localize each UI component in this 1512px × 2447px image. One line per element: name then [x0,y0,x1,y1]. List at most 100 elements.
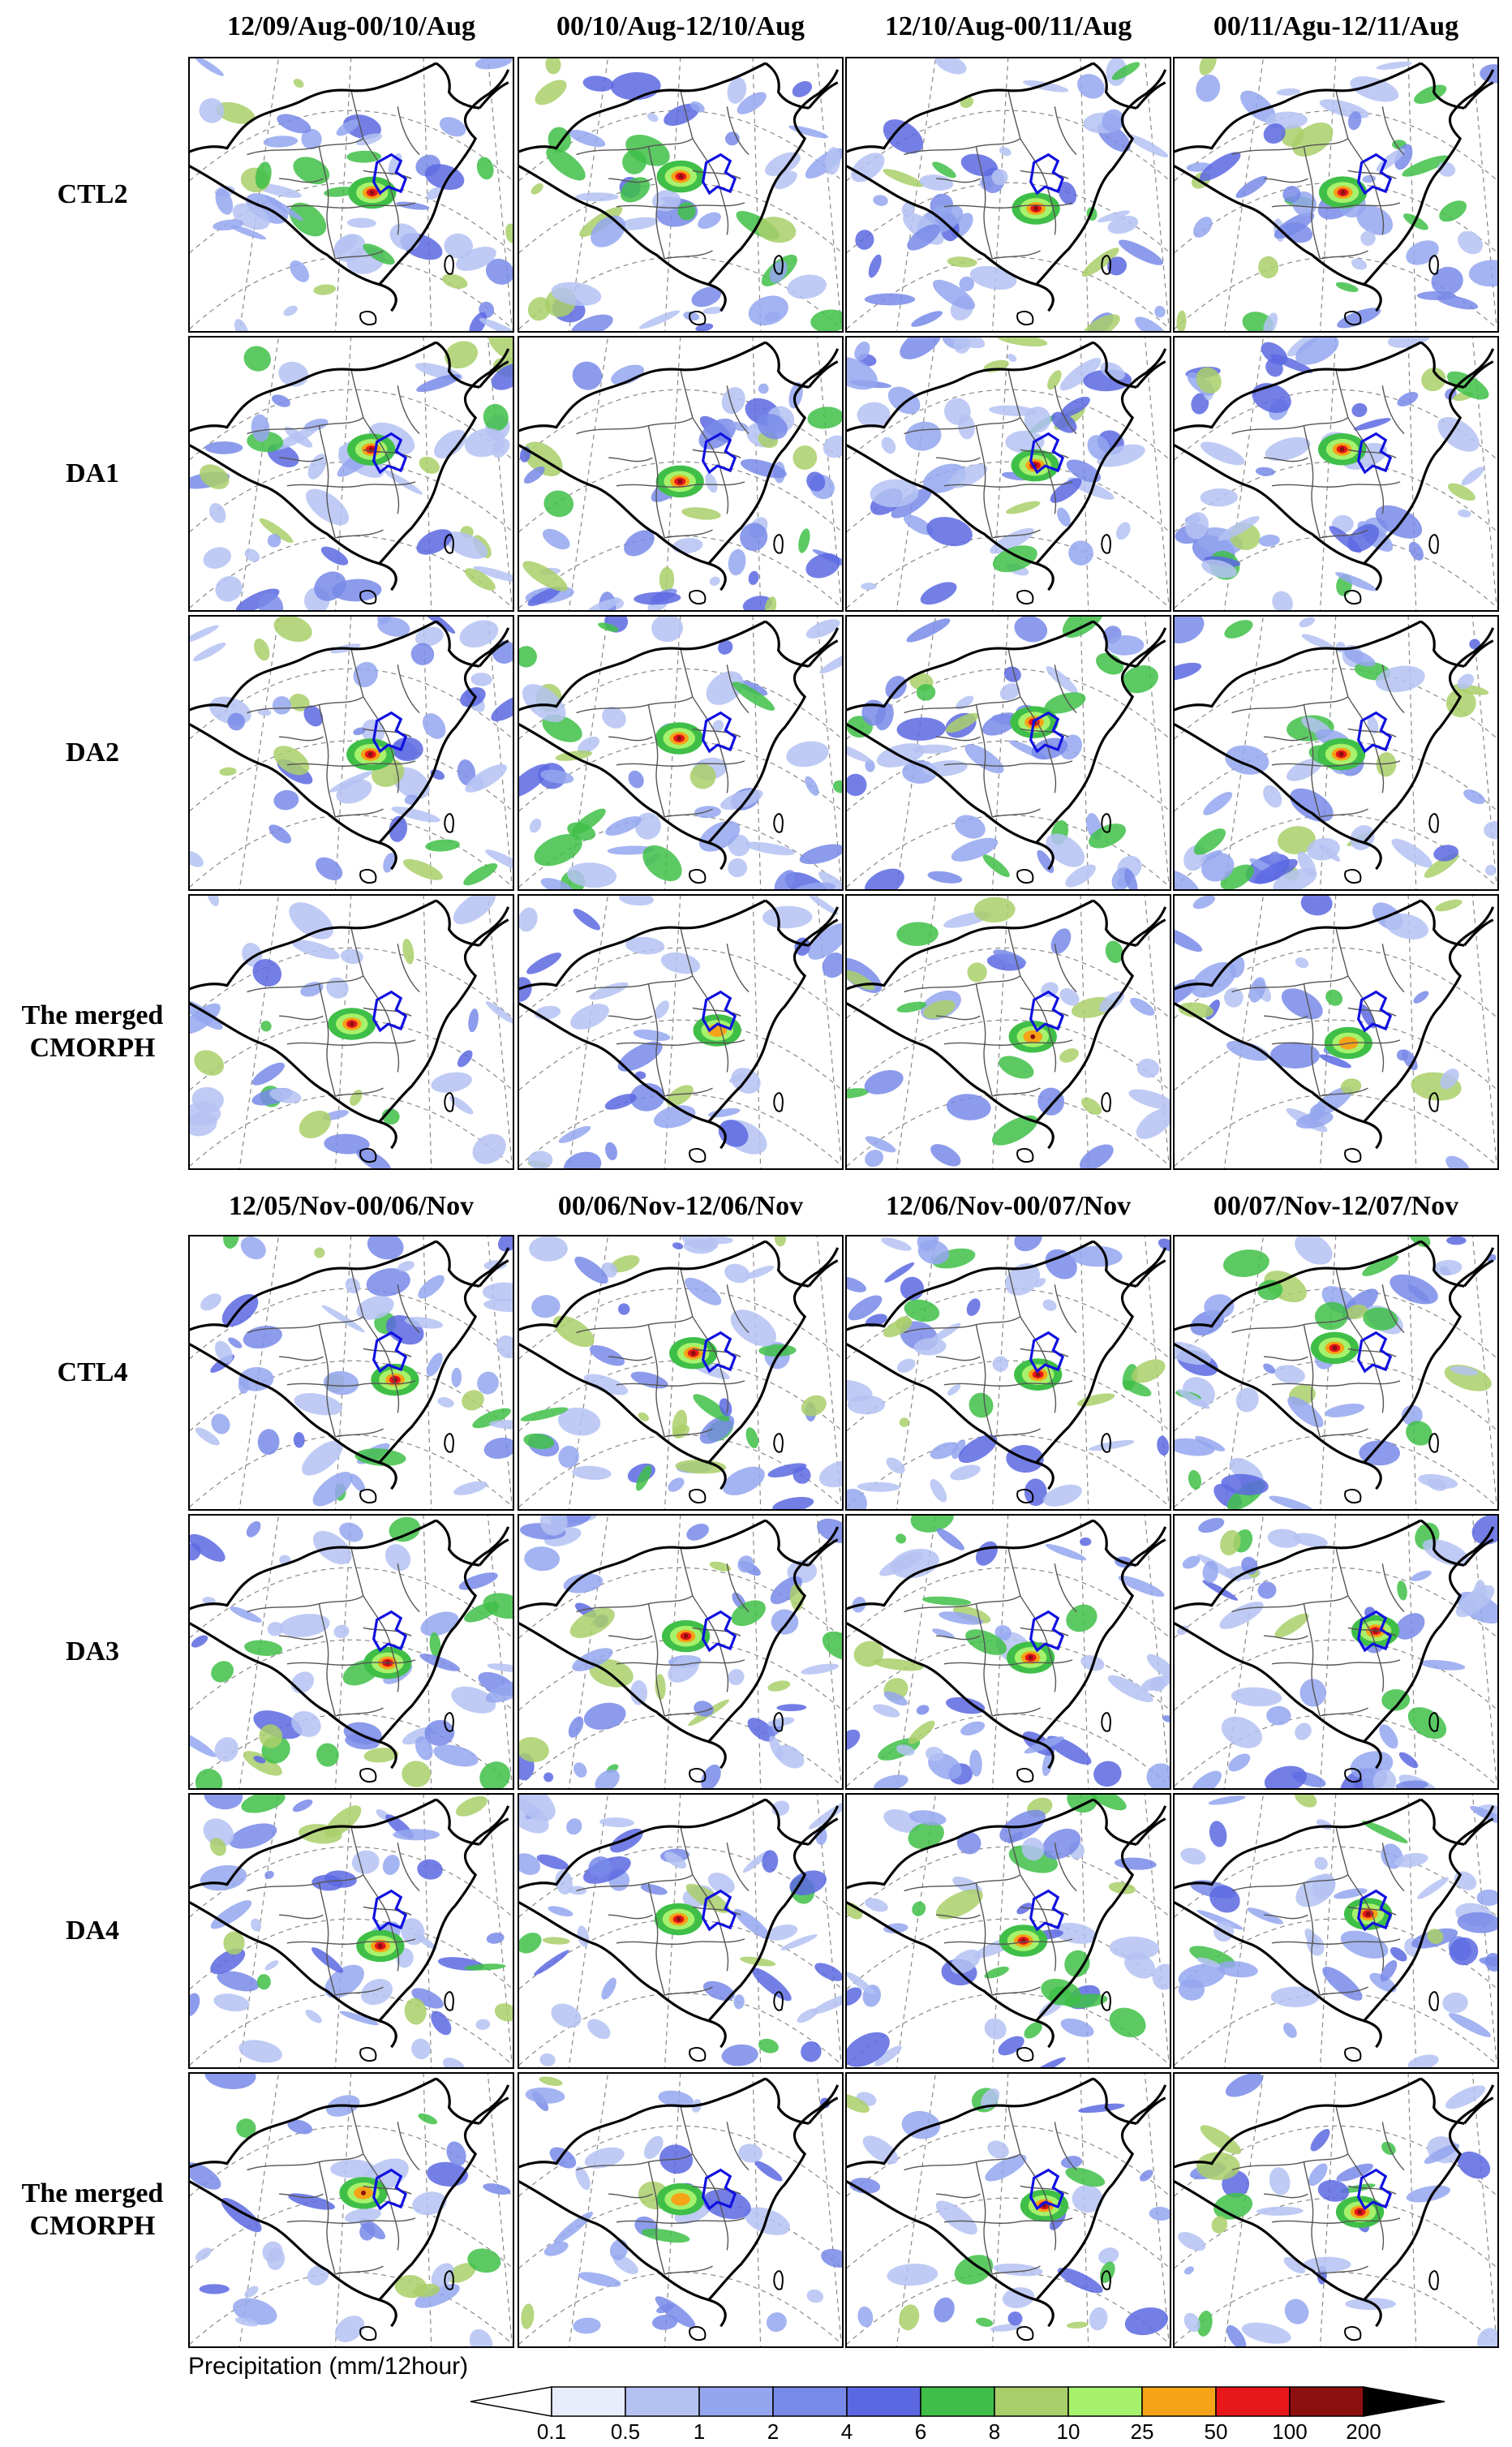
highlighted-basin-outline [1029,1889,1065,1932]
legend-underflow-triangle [470,2386,552,2417]
national-border [1175,899,1494,991]
coastline [1175,627,1495,871]
province-borders [904,2105,1077,2275]
national-border [847,1798,1166,1890]
hainan-outline [359,2046,377,2062]
map-panel [845,1793,1171,2069]
precipitation-map [519,896,842,1168]
national-border [1175,2077,1494,2169]
hainan-outline [1016,1767,1034,1783]
precipitation-map [1175,896,1497,1168]
hainan-outline [1344,868,1362,884]
taiwan-outline [773,1991,784,2011]
row-label-line: CMORPH [29,2211,156,2241]
precipitation-map [1175,58,1497,331]
legend-color-swatch [772,2386,848,2417]
legend-color-swatch [1289,2386,1364,2417]
map-panel [1173,1793,1499,2069]
map-panel [1173,336,1499,612]
hainan-outline [359,310,377,326]
map-panel [188,1514,514,1790]
hainan-outline [689,1488,707,1504]
highlighted-basin-outline [702,1331,737,1374]
rain-field [847,338,1145,605]
column-title: 12/06/Nov-00/07/Nov [885,1191,1132,1221]
legend-colorbar [470,2386,1445,2417]
legend-color-swatch [1067,2386,1143,2417]
legend-tick-label: 6 [914,2419,927,2444]
national-border [519,1240,839,1331]
national-border [190,1519,509,1611]
map-panel [188,336,514,612]
national-border [847,1519,1166,1611]
highlighted-basin-outline [1029,2168,1065,2211]
legend-tick-label: 25 [1130,2419,1154,2444]
taiwan-outline [1101,1712,1111,1732]
province-borders [247,648,420,818]
precipitation-map [1175,2074,1497,2346]
national-border [190,620,509,712]
hainan-outline [1344,1767,1362,1783]
coastline [519,906,840,1150]
taiwan-outline [773,534,784,554]
coastline [519,2084,840,2328]
map-panel [845,1514,1171,1790]
highlighted-basin-outline [1029,1331,1065,1374]
rain-field [190,338,513,610]
highlighted-basin-outline [372,1889,408,1932]
hainan-outline [689,1767,707,1783]
column-title: 00/11/Agu-12/11/Aug [1213,11,1459,41]
map-panel [188,57,514,333]
legend-overflow-triangle [1363,2386,1445,2417]
row-label: CTL2 [0,178,185,211]
rain-field [847,897,1170,1168]
highlighted-basin-outline [372,153,408,196]
hainan-outline [1016,868,1034,884]
row-label-line: DA3 [65,1636,120,1666]
coastline [847,1805,1167,2049]
legend-tick-label: 2 [767,2419,780,2444]
taiwan-outline [444,813,454,833]
taiwan-outline [1428,813,1439,833]
precipitation-map [847,617,1170,889]
map-panel [518,57,844,333]
taiwan-outline [444,2270,454,2290]
hainan-outline [359,1767,377,1783]
rain-field [190,1795,513,2067]
precipitation-map [847,1516,1170,1788]
legend-tick-label: 0.5 [610,2419,641,2444]
coastline [1175,348,1495,591]
coastline [519,1247,840,1490]
province-borders [247,1268,420,1438]
precipitation-map [847,58,1170,331]
highlighted-basin-outline [702,1889,737,1932]
taiwan-outline [1101,255,1111,275]
national-border [519,341,839,432]
province-borders [904,648,1077,818]
province-borders [904,369,1077,539]
coastline [519,1526,840,1770]
map-panel [1173,2072,1499,2348]
highlighted-basin-outline [1357,1889,1393,1932]
taiwan-outline [1101,1092,1111,1112]
hainan-outline [689,868,707,884]
highlighted-basin-outline [1357,1610,1393,1653]
map-panel [188,615,514,891]
national-border [190,2077,509,2169]
national-border [1175,1798,1494,1890]
national-border [519,62,839,153]
column-title: 12/09/Aug-00/10/Aug [226,11,476,41]
highlighted-basin-outline [702,153,737,196]
taiwan-outline [444,1991,454,2011]
hainan-outline [689,1147,707,1163]
coastline [1175,1805,1495,2049]
coastline [847,906,1167,1150]
taiwan-outline [1428,534,1439,554]
precipitation-map [519,2074,842,2346]
map-panel [188,1235,514,1511]
coastline [190,1805,510,2049]
precipitation-map [190,617,513,889]
row-label: DA3 [0,1636,185,1668]
coastline [847,2084,1167,2328]
hainan-outline [1016,589,1034,605]
